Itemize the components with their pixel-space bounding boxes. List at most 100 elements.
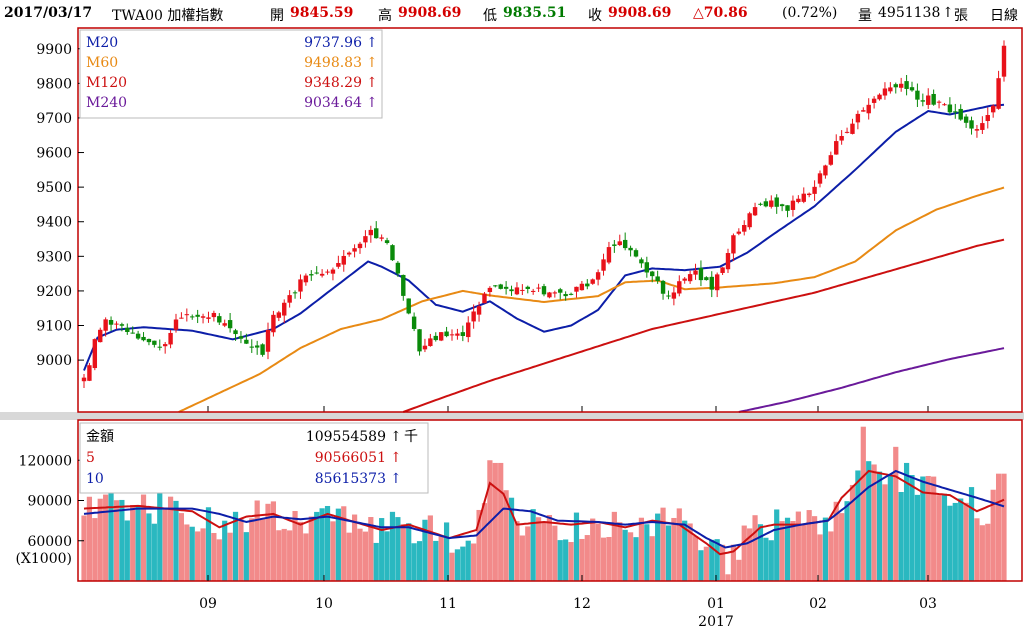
volume-bar-up [595,523,601,581]
volume-bar-down [557,540,563,581]
candle-up [103,319,108,331]
volume-bar-down [205,507,212,581]
candle-up [298,279,303,292]
ma-legend-name: M60 [86,55,118,71]
volume-bar-up [519,535,525,581]
candle-down [374,228,379,239]
volume-bar-up [492,462,498,581]
volume-bar-up [427,515,433,581]
candle-down [227,320,233,329]
close-value: 9908.69 [608,5,672,21]
volume-bar-up [130,505,136,581]
candle-down [525,286,530,289]
volume-bar-down [406,523,412,581]
candle-up [752,207,758,216]
volume-bar-down [887,474,893,581]
volume-bar-up [476,509,482,581]
candle-up [736,231,742,234]
volume-bar-down [855,470,861,581]
volume-bar-up [97,498,103,581]
candle-down [709,276,714,290]
volume-bar-up [649,536,655,581]
volume-bar-up [525,526,531,581]
candle-up [617,241,622,246]
volume-bar-down [319,508,325,581]
volume-bar-up [568,542,574,581]
ma-line-m20 [83,103,1005,371]
volume-bar-up [828,531,834,581]
volume-bar-down [822,517,829,581]
candle-up [990,105,996,113]
ma-legend-arrow: ↑ [366,95,378,111]
volume-bar-up [893,446,899,581]
price-y-tick-label: 9700 [36,111,72,127]
candle-up [898,83,904,88]
volume-bar-up [590,518,596,581]
candle-down [244,339,249,344]
candle-up [980,123,985,130]
candle-up [796,198,801,203]
candle-up [834,141,839,155]
volume-bar-up [86,496,93,581]
x-tick-label: 12 [573,596,591,612]
x-tick-label: 11 [439,596,457,612]
candle-up [828,155,834,165]
volume-bar-up [579,538,585,581]
candle-up [514,287,520,295]
volume-bar-up [552,525,558,581]
price-y-axis: 9900 9800 9700 9600 9500 9400 9300 9200 9100 9000 [36,42,84,369]
candle-up [206,317,211,319]
volume-bar-up [882,484,888,581]
candle-up [87,365,92,381]
candle-up [346,252,352,255]
volume-bar-up [498,462,504,581]
volume-bar-up [627,532,634,581]
volume-bar-up [752,515,758,581]
volume-y-tick-label: 120000 [19,453,72,469]
volume-bar-up [617,522,623,581]
candle-down [958,108,963,120]
candle-down [141,336,146,341]
candle-up [325,271,330,273]
volume-bar-down [768,540,774,581]
volume-bar-up [936,495,942,581]
candle-up [211,312,217,318]
candle-down [125,327,130,332]
volume-bar-down [433,540,439,581]
volume-bar-up [113,500,120,581]
x-tick-label: 03 [919,596,937,612]
candle-up [379,237,384,239]
x-axis: 09 10 11 12 01 02 03 2017 [199,575,937,630]
volume-bar-up [974,518,980,581]
price-y-tick-label: 9400 [36,215,72,231]
ma-legend-arrow: ↑ [366,35,378,51]
candle-down [444,331,449,337]
volume-bar-up [963,502,969,581]
candle-down [233,330,238,335]
volume-bar-down [909,475,915,581]
volume-bar-up [81,515,87,581]
volume-bar-up [546,515,553,581]
volume-bar-up [308,516,314,581]
candle-up [476,306,482,315]
candle-down [130,332,135,334]
candle-up [276,312,282,318]
low-label: 低 [483,8,497,24]
volume-bar-up [200,528,206,581]
candle-up [363,236,368,243]
volume-bar-down [644,524,650,581]
candle-down [763,201,769,207]
candle-down [563,294,568,297]
volume-bar-up [438,536,444,581]
volume-bar-up [806,510,812,581]
candle-down [660,280,666,294]
candle-down [541,286,547,295]
volume-bar-up [736,559,742,581]
candle-up [595,272,601,280]
candle-up [871,98,877,103]
volume-bar-down [947,505,953,581]
volume-bar-down [530,509,536,581]
volume-bar-down [222,520,228,581]
volume-bar-down [655,513,661,581]
volume-bar-up [703,546,709,581]
